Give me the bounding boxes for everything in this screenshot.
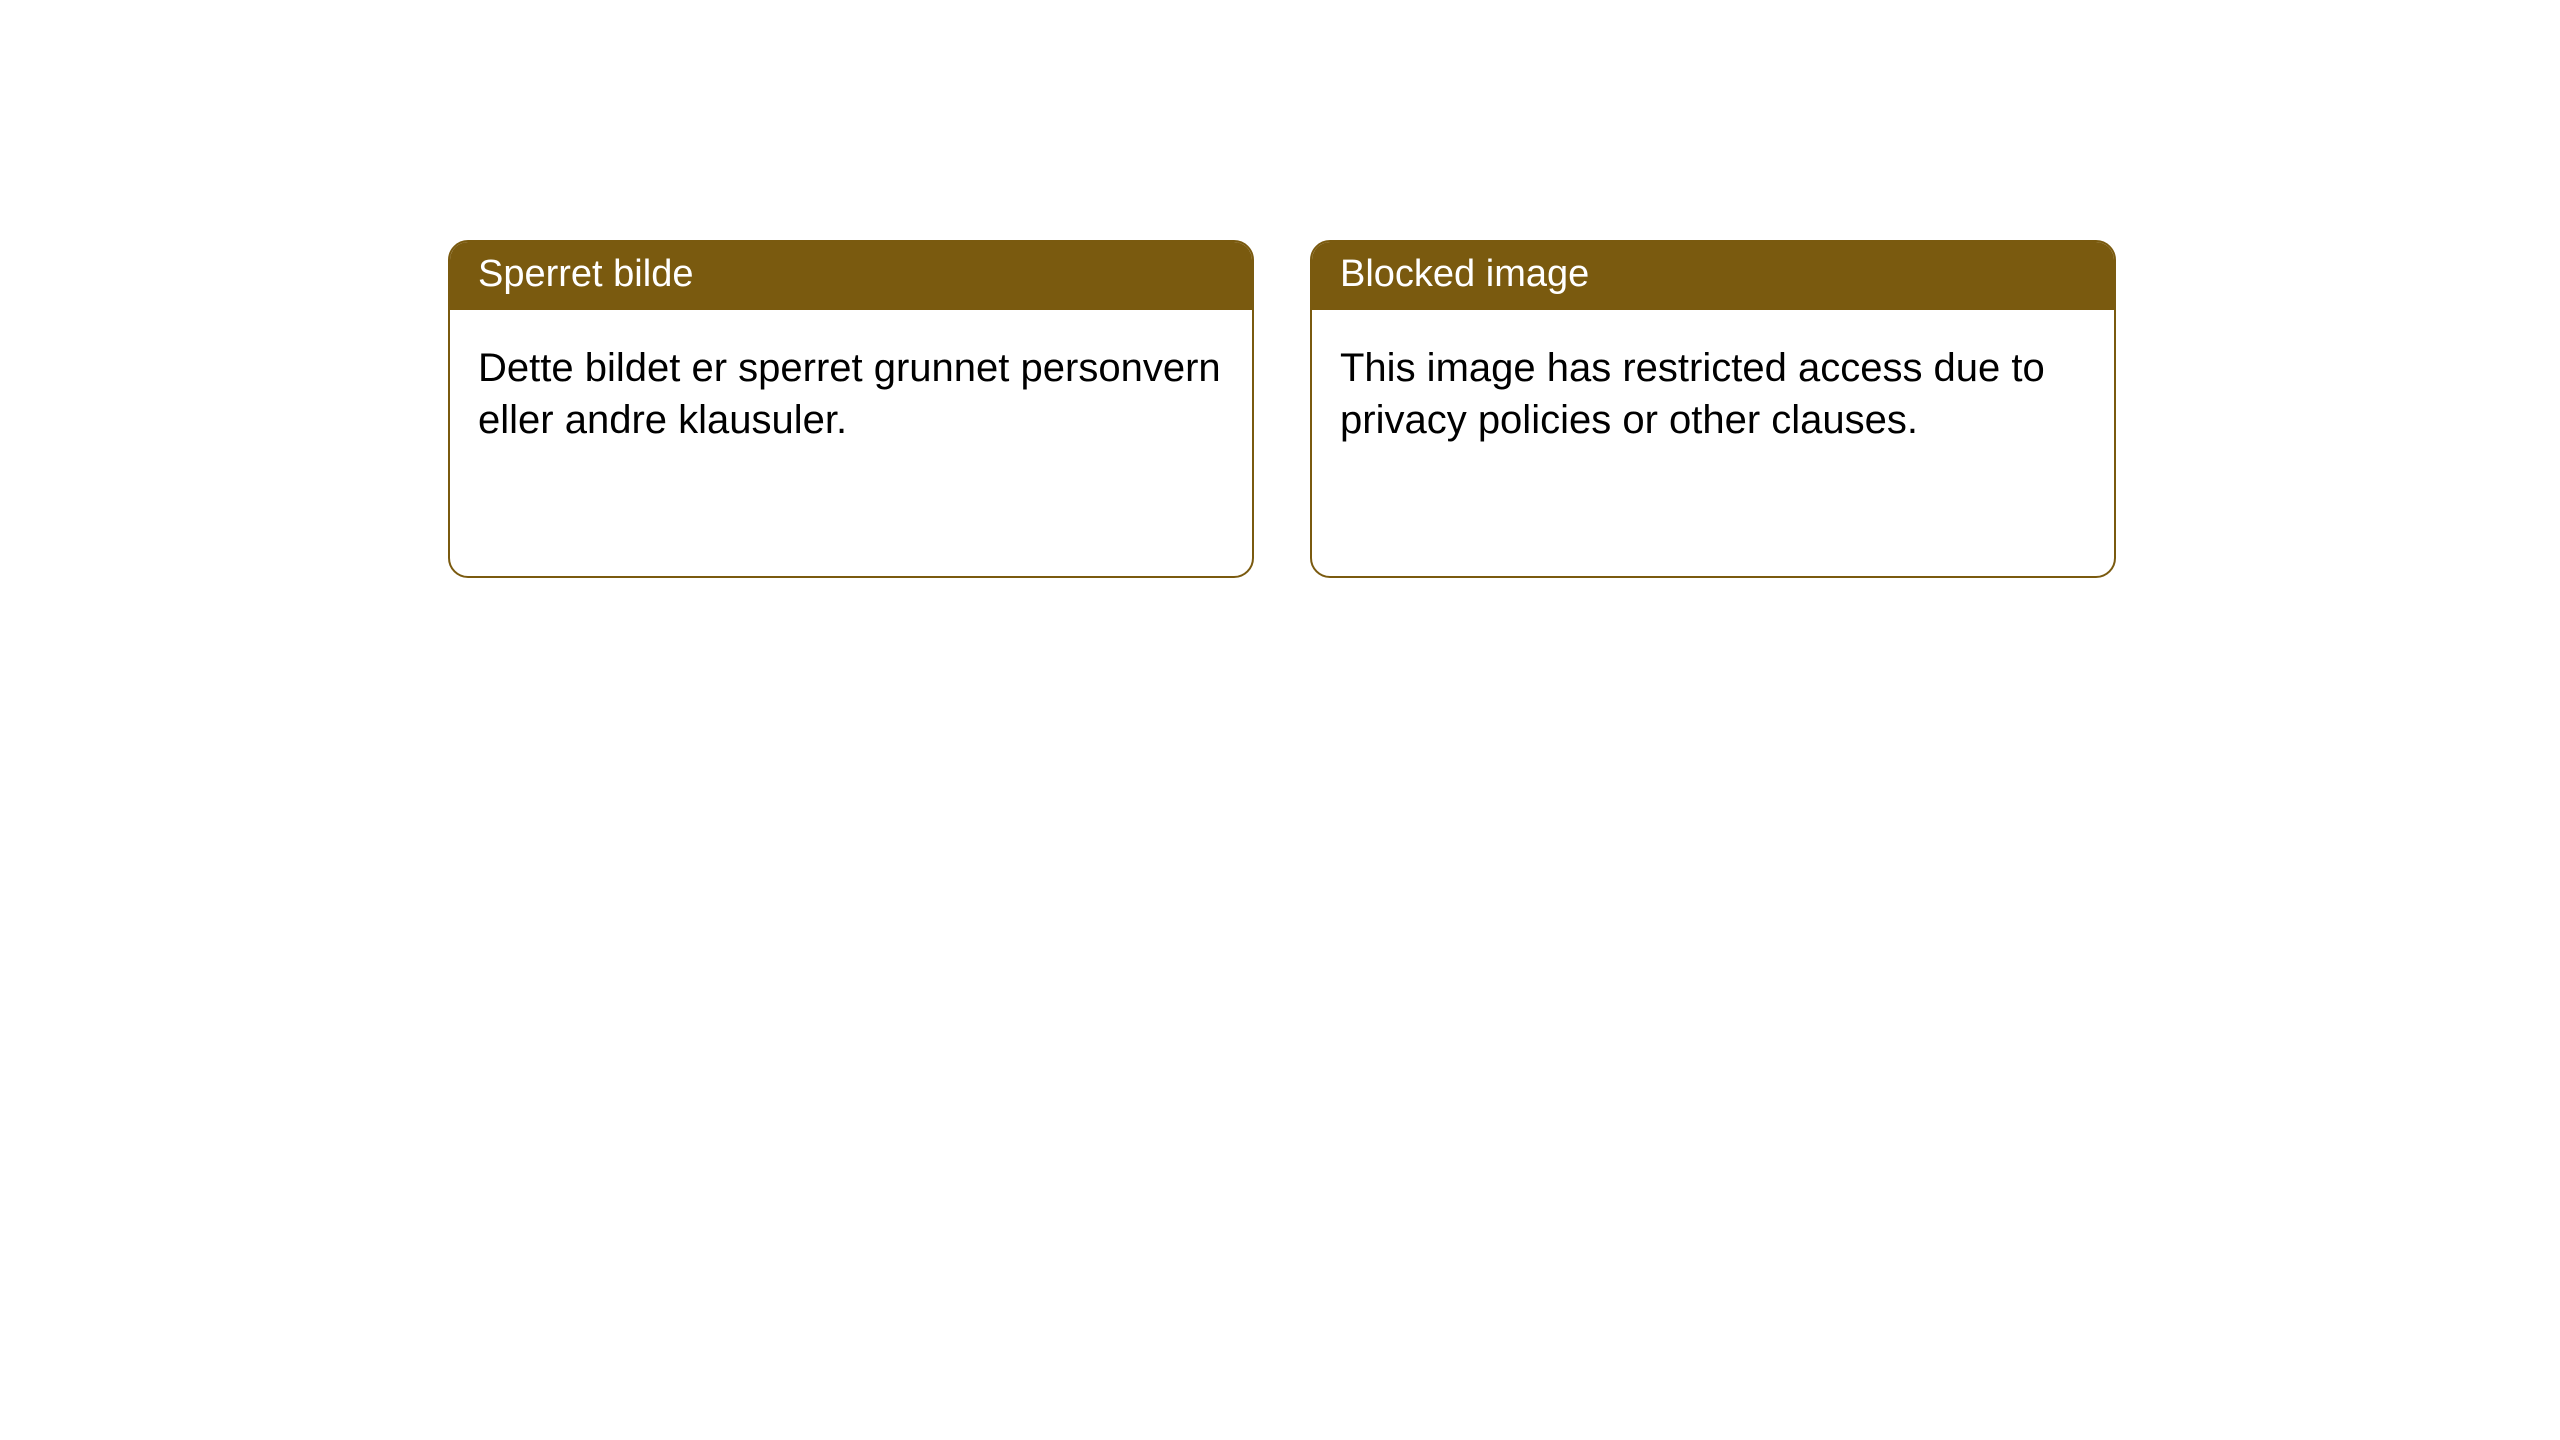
notice-body: This image has restricted access due to … <box>1312 310 2114 478</box>
notice-body: Dette bildet er sperret grunnet personve… <box>450 310 1252 478</box>
notice-card-norwegian: Sperret bilde Dette bildet er sperret gr… <box>448 240 1254 578</box>
notice-header: Sperret bilde <box>450 242 1252 310</box>
notice-container: Sperret bilde Dette bildet er sperret gr… <box>0 0 2560 578</box>
notice-header: Blocked image <box>1312 242 2114 310</box>
notice-card-english: Blocked image This image has restricted … <box>1310 240 2116 578</box>
